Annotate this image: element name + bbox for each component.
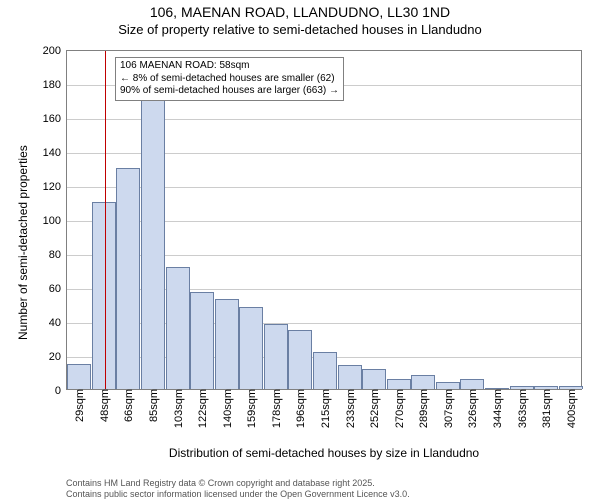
footer-line-2: Contains public sector information licen… [66,489,410,500]
y-tick-label: 80 [49,249,67,261]
annotation-line: ← 8% of semi-detached houses are smaller… [120,73,339,86]
y-tick-label: 0 [55,385,67,397]
x-tick-label: 252sqm [367,389,381,428]
x-tick-label: 307sqm [441,389,455,428]
y-tick-label: 100 [43,215,67,227]
annotation-box: 106 MAENAN ROAD: 58sqm← 8% of semi-detac… [115,57,344,101]
footer-line-1: Contains HM Land Registry data © Crown c… [66,478,410,489]
histogram-bar [116,168,140,389]
y-tick-label: 160 [43,113,67,125]
chart-title-block: 106, MAENAN ROAD, LLANDUDNO, LL30 1ND Si… [0,4,600,37]
x-tick-label: 122sqm [195,389,209,428]
x-tick-label: 85sqm [146,389,160,422]
histogram-bar [264,324,288,389]
histogram-bar [411,375,435,389]
x-tick-label: 178sqm [269,389,283,428]
x-tick-label: 196sqm [293,389,307,428]
histogram-bar [338,365,362,389]
histogram-bar [387,379,411,389]
x-tick-label: 289sqm [416,389,430,428]
x-tick-label: 29sqm [72,389,86,422]
annotation-line: 106 MAENAN ROAD: 58sqm [120,60,339,73]
y-tick-label: 40 [49,317,67,329]
x-tick-label: 103sqm [171,389,185,428]
chart-title-sub: Size of property relative to semi-detach… [0,22,600,37]
histogram-bar [362,369,386,389]
y-axis-title: Number of semi-detached properties [16,145,30,340]
annotation-line: 90% of semi-detached houses are larger (… [120,85,339,98]
y-tick-label: 200 [43,45,67,57]
x-tick-label: 363sqm [515,389,529,428]
x-tick-label: 215sqm [318,389,332,428]
x-tick-label: 400sqm [564,389,578,428]
histogram-bar [313,352,337,389]
x-tick-label: 48sqm [97,389,111,422]
y-tick-label: 20 [49,351,67,363]
histogram-bar [190,292,214,389]
histogram-bar [239,307,263,389]
chart-footer: Contains HM Land Registry data © Crown c… [66,478,410,501]
chart-plot-area: 02040608010012014016018020029sqm48sqm66s… [66,50,582,390]
x-tick-label: 270sqm [392,389,406,428]
x-tick-label: 233sqm [343,389,357,428]
histogram-bar [215,299,239,389]
x-tick-label: 381sqm [539,389,553,428]
x-tick-label: 159sqm [244,389,258,428]
histogram-bar [460,379,484,389]
histogram-bar [436,382,460,389]
y-tick-label: 140 [43,147,67,159]
histogram-bar [288,330,312,390]
histogram-bar [166,267,190,389]
y-tick-label: 60 [49,283,67,295]
y-tick-label: 120 [43,181,67,193]
chart-title-main: 106, MAENAN ROAD, LLANDUDNO, LL30 1ND [0,4,600,20]
x-tick-label: 326sqm [465,389,479,428]
reference-line [105,51,106,389]
y-tick-label: 180 [43,79,67,91]
x-axis-title: Distribution of semi-detached houses by … [66,446,582,460]
x-tick-label: 344sqm [490,389,504,428]
histogram-bar [141,100,165,389]
x-tick-label: 140sqm [220,389,234,428]
x-tick-label: 66sqm [121,389,135,422]
histogram-bar [67,364,91,390]
